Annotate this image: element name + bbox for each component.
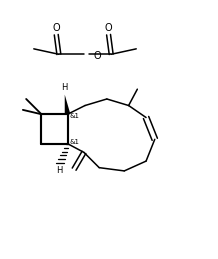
Text: O: O [53, 23, 60, 33]
Text: H: H [61, 83, 68, 92]
Text: &1: &1 [69, 113, 79, 119]
Text: O: O [105, 23, 112, 33]
Text: &1: &1 [69, 139, 79, 145]
Polygon shape [65, 95, 70, 114]
Text: O: O [94, 51, 101, 61]
Text: H: H [56, 166, 63, 175]
